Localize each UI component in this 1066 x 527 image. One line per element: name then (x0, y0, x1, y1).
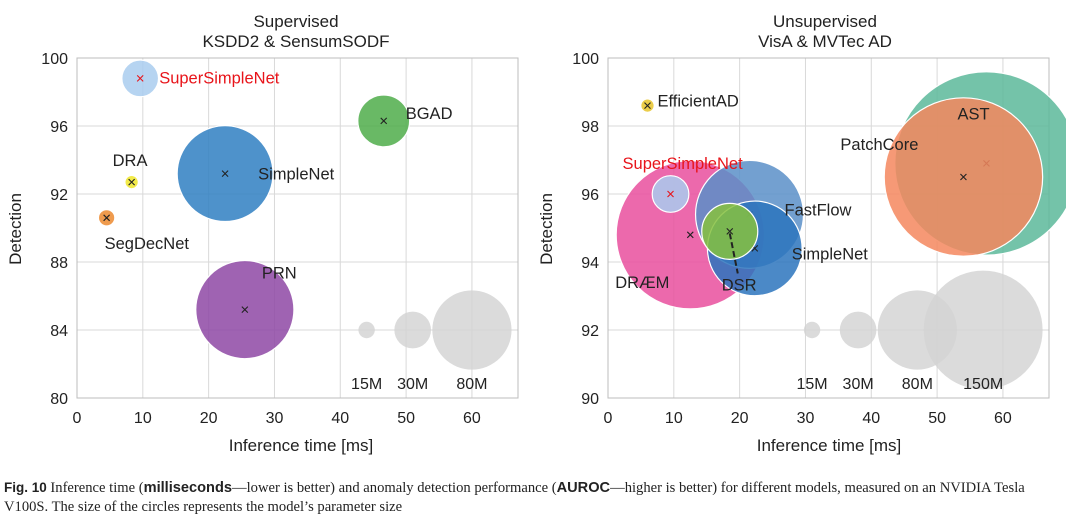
size-legend-label: 30M (397, 376, 428, 393)
size-legend-circle (358, 321, 375, 339)
data-point-label: DRÆM (615, 274, 669, 292)
size-legend-circle (923, 270, 1043, 390)
y-tick-label: 92 (581, 323, 599, 340)
data-point-marker (644, 102, 651, 109)
x-tick-label: 60 (463, 410, 481, 427)
y-tick-label: 92 (50, 187, 68, 204)
x-tick-label: 20 (200, 410, 218, 427)
size-legend-label: 15M (796, 376, 827, 393)
y-tick-label: 96 (581, 187, 599, 204)
x-tick-label: 50 (397, 410, 415, 427)
caption-text: —lower is better) and anomaly detection … (232, 480, 557, 496)
data-point-marker (686, 231, 694, 239)
data-point-label: SimpleNet (258, 166, 335, 184)
data-point-marker (136, 75, 144, 82)
y-tick-label: 80 (50, 391, 68, 408)
y-tick-label: 94 (581, 255, 599, 272)
caption-bold: AUROC (556, 480, 611, 496)
caption-text: Inference time ( (46, 480, 144, 496)
y-axis-label: Detection (537, 193, 556, 265)
data-point-label: SuperSimpleNet (159, 69, 280, 87)
y-tick-label: 100 (572, 51, 599, 68)
data-point-marker (103, 214, 111, 222)
x-tick-label: 40 (331, 410, 349, 427)
data-point-label: FastFlow (785, 201, 852, 219)
dsr-leader-line (728, 233, 739, 274)
data-point-marker (241, 306, 249, 313)
data-point-label: SegDecNet (105, 235, 190, 253)
data-point-marker (128, 178, 136, 186)
supervised-panel: Supervised KSDD2 & SensumSODF Inference … (6, 12, 519, 455)
size-legend-label: 150M (963, 376, 1003, 393)
y-axis-label: Detection (6, 193, 25, 265)
x-tick-label: 40 (862, 410, 880, 427)
data-point-label: SuperSimpleNet (623, 155, 744, 173)
caption-text: —higher is better) for different models,… (4, 480, 1025, 515)
y-tick-label: 98 (581, 119, 599, 136)
data-point-label: SimpleNet (792, 245, 869, 263)
y-tick-label: 88 (50, 255, 68, 272)
chart-title-line1: Unsupervised (773, 12, 877, 31)
figure-caption: Fig. 10 Inference time (milliseconds—low… (4, 478, 1062, 517)
x-axis-label: Inference time [ms] (757, 436, 902, 455)
size-legend-label: 15M (351, 376, 382, 393)
data-point-label: EfficientAD (657, 93, 738, 111)
data-point-label: AST (957, 105, 989, 123)
size-legend-label: 30M (843, 376, 874, 393)
x-tick-label: 10 (134, 410, 152, 427)
size-legend-circle (803, 321, 821, 339)
x-tick-label: 0 (73, 410, 82, 427)
x-tick-label: 20 (731, 410, 749, 427)
data-point-marker (221, 170, 229, 177)
data-point-marker (960, 173, 967, 181)
chart-title-line2: VisA & MVTec AD (758, 32, 892, 51)
data-point-label: BGAD (406, 105, 453, 123)
data-point-marker (380, 117, 388, 125)
x-tick-label: 50 (928, 410, 946, 427)
size-legend-label: 80M (456, 376, 487, 393)
figure-number: Fig. 10 (4, 480, 47, 495)
data-point-label: PRN (262, 265, 297, 283)
chart-title-line1: Supervised (253, 12, 338, 31)
data-point-label: DRA (113, 152, 148, 170)
caption-bold: milliseconds (143, 480, 232, 496)
plot-frame (76, 57, 519, 399)
size-legend-circle (432, 290, 512, 370)
chart-title-line2: KSDD2 & SensumSODF (202, 32, 389, 51)
data-point-label: PatchCore (840, 136, 918, 154)
y-tick-label: 84 (50, 323, 68, 340)
size-legend-circle (394, 311, 432, 349)
unsupervised-panel: Unsupervised VisA & MVTec AD Inference t… (537, 12, 1066, 455)
data-point-marker (667, 190, 674, 198)
y-tick-label: 100 (41, 51, 68, 68)
data-point-marker (726, 228, 734, 235)
size-legend-circle (839, 311, 877, 349)
size-legend-label: 80M (902, 376, 933, 393)
x-axis-label: Inference time [ms] (229, 436, 374, 455)
x-tick-label: 10 (665, 410, 683, 427)
y-tick-label: 96 (50, 119, 68, 136)
figure: Supervised KSDD2 & SensumSODF Inference … (6, 12, 1066, 455)
x-tick-label: 0 (604, 410, 613, 427)
data-point-label: DSR (722, 276, 757, 294)
x-tick-label: 60 (994, 410, 1012, 427)
x-tick-label: 30 (797, 410, 815, 427)
y-tick-label: 90 (581, 391, 599, 408)
x-tick-label: 30 (266, 410, 284, 427)
